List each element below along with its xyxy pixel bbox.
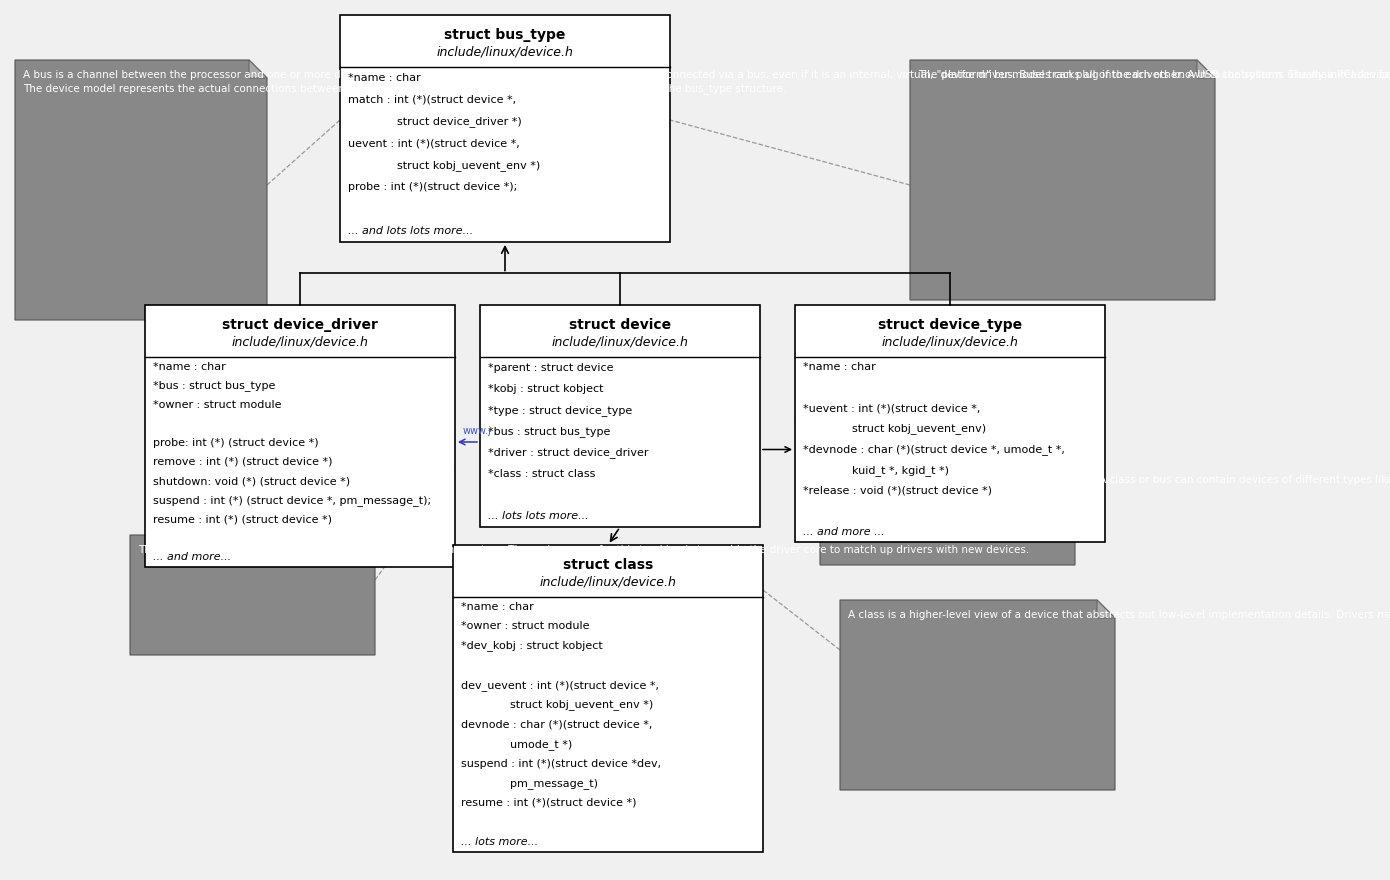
Text: struct class: struct class (563, 558, 653, 572)
Text: *bus : struct bus_type: *bus : struct bus_type (153, 380, 275, 391)
Polygon shape (1097, 600, 1115, 618)
Text: A class is a higher-level view of a device that abstracts out low-level implemen: A class is a higher-level view of a devi… (848, 610, 1390, 620)
Text: suspend : int (*)(struct device *dev,: suspend : int (*)(struct device *dev, (461, 759, 662, 769)
Polygon shape (249, 60, 267, 78)
Text: resume : int (*) (struct device *): resume : int (*) (struct device *) (153, 514, 332, 524)
Text: devnode : char (*)(struct device *,: devnode : char (*)(struct device *, (461, 720, 652, 730)
Text: *owner : struct module: *owner : struct module (461, 621, 589, 632)
Text: include/linux/device.h: include/linux/device.h (539, 576, 677, 589)
Text: *uevent : int (*)(struct device *,: *uevent : int (*)(struct device *, (803, 403, 980, 414)
Text: A bus is a channel between the processor and one or more devices. For the purpos: A bus is a channel between the processor… (24, 70, 1390, 94)
Text: match : int (*)(struct device *,: match : int (*)(struct device *, (348, 95, 516, 105)
Text: include/linux/device.h: include/linux/device.h (552, 336, 688, 349)
Text: *name : char: *name : char (153, 362, 225, 371)
Text: uevent : int (*)(struct device *,: uevent : int (*)(struct device *, (348, 138, 520, 149)
Polygon shape (840, 600, 1115, 790)
Text: resume : int (*)(struct device *): resume : int (*)(struct device *) (461, 798, 637, 808)
Text: include/linux/device.h: include/linux/device.h (881, 336, 1019, 349)
Text: ... and lots lots more...: ... and lots lots more... (348, 226, 473, 236)
Text: struct device_driver *): struct device_driver *) (348, 116, 521, 127)
Text: struct device_driver: struct device_driver (222, 318, 378, 332)
Text: dev_uevent : int (*)(struct device *,: dev_uevent : int (*)(struct device *, (461, 680, 659, 691)
Bar (480, 305, 760, 527)
Text: *release : void (*)(struct device *): *release : void (*)(struct device *) (803, 486, 992, 495)
Text: remove : int (*) (struct device *): remove : int (*) (struct device *) (153, 457, 332, 467)
Text: *name : char: *name : char (461, 602, 534, 612)
Bar (145, 305, 455, 567)
Text: The device driver-model tracks all of the drivers known to the system. The main : The device driver-model tracks all of th… (138, 545, 1029, 555)
Polygon shape (359, 535, 375, 551)
Text: *bus : struct bus_type: *bus : struct bus_type (488, 426, 610, 436)
Polygon shape (820, 465, 1074, 565)
Text: suspend : int (*) (struct device *, pm_message_t);: suspend : int (*) (struct device *, pm_m… (153, 495, 431, 506)
Text: ... and more ...: ... and more ... (803, 527, 884, 537)
Text: *devnode : char (*)(struct device *, umode_t *,: *devnode : char (*)(struct device *, umo… (803, 444, 1065, 455)
Text: struct device_type: struct device_type (878, 318, 1022, 332)
Text: pm_message_t): pm_message_t) (461, 778, 598, 788)
Text: kuid_t *, kgid_t *): kuid_t *, kgid_t *) (803, 465, 949, 475)
Text: struct kobj_uevent_env *): struct kobj_uevent_env *) (461, 700, 653, 710)
Text: ... and more...: ... and more... (153, 553, 231, 562)
Text: umode_t *): umode_t *) (461, 738, 573, 750)
Polygon shape (131, 535, 375, 655)
Bar (341, 15, 670, 242)
Bar (795, 305, 1105, 542)
Polygon shape (1197, 60, 1215, 78)
Text: *dev_kobj : struct kobject: *dev_kobj : struct kobject (461, 641, 603, 651)
Text: ... lots more...: ... lots more... (461, 837, 538, 847)
Text: ... lots lots more...: ... lots lots more... (488, 511, 588, 521)
Text: *parent : struct device: *parent : struct device (488, 363, 613, 372)
Bar (453, 545, 763, 852)
Text: *class : struct class: *class : struct class (488, 469, 595, 479)
Text: *name : char: *name : char (803, 363, 876, 372)
Polygon shape (15, 60, 267, 320)
Text: shutdown: void (*) (struct device *): shutdown: void (*) (struct device *) (153, 476, 350, 486)
Text: struct kobj_uevent_env *): struct kobj_uevent_env *) (348, 160, 541, 171)
Text: www.j: www.j (463, 426, 492, 436)
Text: struct bus_type: struct bus_type (445, 28, 566, 41)
Text: *type : struct device_type: *type : struct device_type (488, 405, 632, 415)
Text: *owner : struct module: *owner : struct module (153, 400, 282, 410)
Text: *kobj : struct kobject: *kobj : struct kobject (488, 384, 603, 394)
Text: *driver : struct device_driver: *driver : struct device_driver (488, 447, 649, 458)
Text: struct device: struct device (569, 318, 671, 332)
Text: The type of device, "struct device" is embedded in. A class or bus can contain d: The type of device, "struct device" is e… (828, 475, 1390, 485)
Text: *name : char: *name : char (348, 73, 421, 83)
Text: probe : int (*)(struct device *);: probe : int (*)(struct device *); (348, 182, 517, 193)
Text: include/linux/device.h: include/linux/device.h (232, 336, 368, 349)
Text: include/linux/device.h: include/linux/device.h (436, 46, 574, 59)
Polygon shape (910, 60, 1215, 300)
Text: The device driver-model tracks all of the drivers known to the system. The main : The device driver-model tracks all of th… (917, 70, 1390, 80)
Text: probe: int (*) (struct device *): probe: int (*) (struct device *) (153, 438, 318, 448)
Polygon shape (1059, 465, 1074, 481)
Text: struct kobj_uevent_env): struct kobj_uevent_env) (803, 423, 986, 435)
